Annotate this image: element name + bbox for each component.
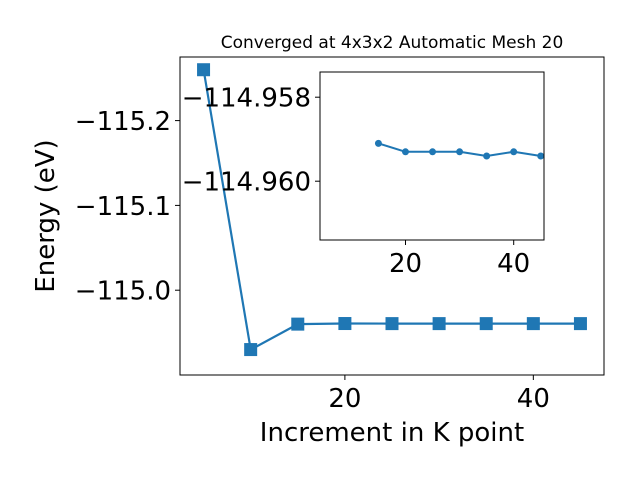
inset-point-5: [510, 148, 518, 156]
inset-y-axis-ticks: −114.960 −114.958: [182, 84, 320, 198]
inset-point-6: [537, 152, 545, 160]
inset-plot-area: [320, 72, 544, 240]
inset-series: [374, 139, 545, 160]
inset-x-tick-label-0: 20: [389, 249, 422, 279]
inset-point-1: [401, 148, 409, 156]
inset-x-tick-label-1: 40: [497, 249, 530, 279]
main-point-2: [291, 317, 305, 331]
main-y-tick-label-2: −115.0: [75, 277, 171, 307]
main-point-0: [197, 63, 211, 77]
y-axis-label: Energy (eV): [31, 139, 61, 292]
inset-x-axis-ticks: 20 40: [389, 240, 530, 279]
main-point-6: [479, 317, 493, 331]
main-point-1: [244, 343, 258, 357]
inset-point-4: [483, 152, 491, 160]
main-y-axis-ticks: −115.2 −115.1 −115.0: [75, 107, 180, 307]
main-plot-frame: [179, 56, 605, 376]
main-x-tick-label-1: 40: [517, 384, 550, 414]
main-series: [197, 63, 587, 357]
inset-point-3: [456, 148, 464, 156]
inset-point-2: [429, 148, 437, 156]
inset-y-tick-label-0: −114.960: [182, 168, 311, 198]
main-x-tick-label-0: 20: [328, 384, 361, 414]
main-y-tick-label-0: −115.2: [75, 107, 171, 137]
main-point-5: [432, 317, 446, 331]
main-point-8: [573, 317, 587, 331]
main-y-tick-label-1: −115.1: [75, 192, 171, 222]
inset-point-0: [374, 139, 382, 147]
main-point-4: [385, 317, 399, 331]
inset-chart: 20 40 −114.960−114.958: [182, 71, 545, 279]
inset-y-tick-label-1: −114.958: [182, 84, 311, 114]
main-x-axis-ticks: 20 40: [328, 375, 550, 414]
main-point-7: [526, 317, 540, 331]
main-point-3: [338, 317, 352, 331]
inset-plot-frame: [319, 71, 545, 241]
x-axis-label: Increment in K point: [260, 418, 524, 448]
chart-title: Converged at 4x3x2 Automatic Mesh 20: [221, 33, 564, 53]
